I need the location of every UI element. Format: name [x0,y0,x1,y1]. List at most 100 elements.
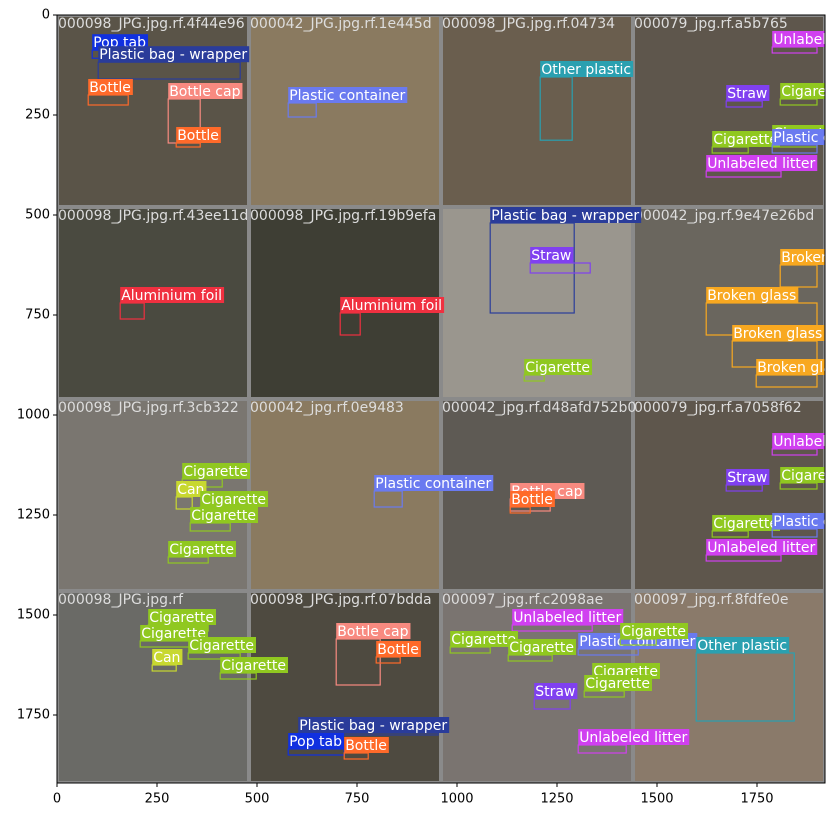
detection-label: Broken glass [781,250,834,266]
tile-title: 000098_JPG.jpg.rf.19b9efa [250,208,436,224]
tile-title: 000098_JPG.jpg.rf.4f44e96 [58,16,245,32]
tile [635,17,823,205]
label-background [540,61,634,77]
detection-label: Other plastic [541,62,631,78]
label-background [490,207,642,223]
label-background [756,359,825,375]
tile [251,401,439,589]
detection-label: Bottle cap [337,624,408,640]
detection-label: Plastic container [289,88,405,104]
detection-label: Unlabeled litter [513,610,621,626]
label-background [510,491,555,507]
label-background [374,475,494,491]
label-background [182,463,250,479]
label-background [534,683,578,699]
detection-label: Cigarette [201,492,266,508]
label-background [148,609,216,625]
detection-label: Cigarette [191,508,256,524]
label-background [726,469,770,485]
x-tick-label: 500 [245,792,270,807]
detection-label: Cigarette [585,676,650,692]
tile-title: 000079_jpg.rf.a7058f62 [634,400,802,416]
label-background [176,481,207,497]
label-background [88,79,133,95]
detection-label: Bottle cap [169,84,240,100]
label-background [620,623,688,639]
detection-label: Plastic bag - wrapper [99,47,247,63]
detection-label: Cigarette [183,464,248,480]
label-background [772,513,825,529]
tile-title: 000097_jpg.rf.8fdfe0e [634,592,788,608]
detection-label: Unlabeled litter [707,156,815,172]
y-tick-label: 250 [25,108,50,123]
detection-label: Cigarette [781,84,834,100]
detection-label: Cigarette [149,610,214,626]
y-tick-label: 1500 [17,608,50,623]
detection-label: Cigarette [525,360,590,376]
label-background [288,733,345,749]
label-background [508,639,576,655]
label-background [780,467,825,483]
label-background [168,541,236,557]
label-background [772,31,825,47]
detection-label: Plastic bag - wrapper [491,208,639,224]
detection-label: Bottle [89,80,131,96]
detection-label: Broken glass [707,288,796,304]
label-background [188,637,256,653]
label-background [340,297,445,313]
y-tick-label: 500 [25,208,50,223]
detection-label: Unlabeled litter [773,434,834,450]
axes-frame [56,14,826,784]
detection-label: Cigarette [621,624,686,640]
detection-label: Unlabeled litter [773,32,834,48]
label-background [712,515,780,531]
detection-label: Unlabeled litter [707,540,815,556]
detection-label: Pop tab [289,734,342,750]
tile [59,17,247,205]
detection-label: Straw [531,248,571,264]
x-tick-label: 1000 [440,792,473,807]
y-tick-label: 1750 [17,708,50,723]
detection-label: Plastic container [773,514,834,530]
tile-title: 000042_jpg.rf.9e47e26bd [634,208,814,224]
x-tick-label: 750 [345,792,370,807]
label-background [696,637,790,653]
detection-label: Straw [535,684,575,700]
x-tick-label: 1500 [640,792,673,807]
detection-label: Cigarette [221,658,286,674]
detection-label: Cigarette [509,640,574,656]
x-tick-label: 1250 [540,792,573,807]
y-tick-label: 750 [25,308,50,323]
tile-title: 000098_JPG.jpg.rf.04734 [442,16,615,32]
detection-label: Unlabeled litter [579,730,687,746]
label-background [524,359,592,375]
label-background [200,491,268,507]
label-background [772,129,825,145]
detection-label: Cigarette [781,468,834,484]
label-background [530,247,574,263]
x-tick-label: 250 [145,792,170,807]
label-background [772,433,825,449]
detection-label: Plastic container [773,130,834,146]
label-background [120,287,225,303]
label-background [512,609,624,625]
tile [251,17,439,205]
detection-label: Plastic container [375,476,491,492]
tile-title: 000098_JPG.jpg.rf.07bdda [250,592,432,608]
label-background [190,507,258,523]
tile-title: 000097_jpg.rf.c2098ae [442,592,603,608]
detection-label: Cigarette [451,632,516,648]
detection-label: Can [177,482,204,498]
detection-label: Bottle [177,128,219,144]
tile-title: 000098_JPG.jpg.rf.3cb322 [58,400,239,416]
detection-label: Bottle [345,738,387,754]
label-background [176,127,221,143]
detection-label: Broken glass [757,360,834,376]
label-background [726,85,770,101]
label-background [288,87,408,103]
detection-label: Aluminium foil [341,298,442,314]
detection-label: Cigarette [189,638,254,654]
label-background [706,155,818,171]
detection-label: Cigarette [169,542,234,558]
